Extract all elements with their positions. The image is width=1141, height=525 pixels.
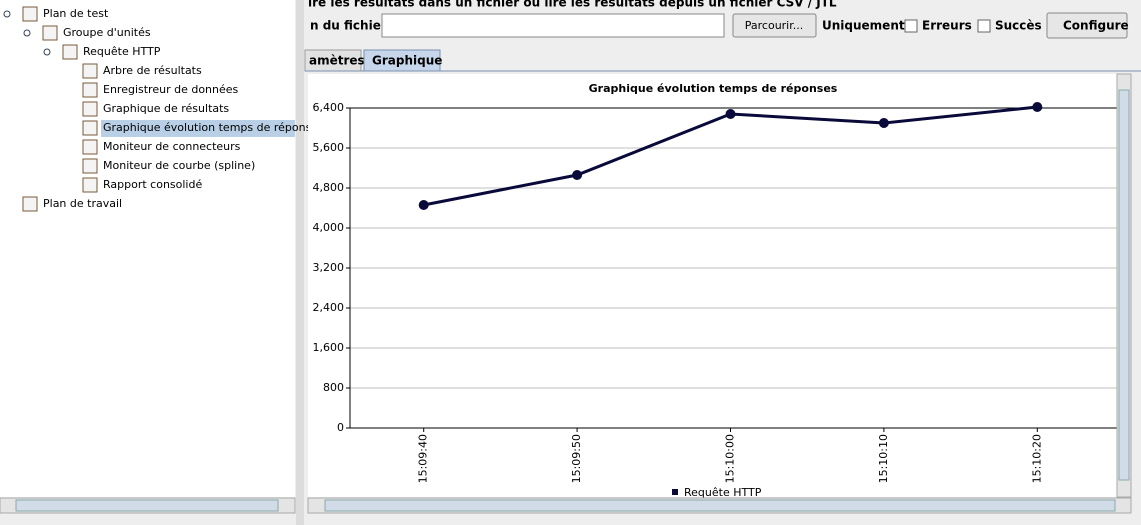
tree-label: Enregistreur de données (103, 83, 239, 96)
x-tick-label: 15:10:10 (877, 434, 890, 483)
node-icon (82, 177, 98, 193)
expander (3, 10, 11, 18)
y-tick-label: 4,800 (313, 181, 345, 194)
success-checkbox[interactable] (977, 19, 991, 33)
expander (23, 29, 31, 37)
caption: ire les résultats dans un fichier ou lir… (308, 0, 837, 10)
y-tick-label: 6,400 (313, 101, 345, 114)
x-tick-label: 15:10:20 (1030, 434, 1043, 483)
selection (101, 120, 295, 137)
scroll-thumb[interactable] (1118, 89, 1130, 481)
tree-label: Groupe d'unités (63, 26, 151, 39)
y-tick-label: 5,600 (313, 141, 345, 154)
y-tick-label: 3,200 (313, 261, 345, 274)
tree-label: Graphique évolution temps de réponses (103, 121, 324, 134)
tree-label: Rapport consolidé (103, 178, 202, 191)
node-icon (62, 44, 78, 60)
tree: Plan de test Groupe d'unités Requête HTTP A… (3, 6, 324, 212)
data-point (725, 109, 736, 119)
x-tick-label: 15:09:40 (417, 434, 430, 483)
y-tick-label: 2,400 (313, 301, 345, 314)
errors-label: Erreurs (922, 19, 972, 33)
only-label: Uniquement : (822, 19, 914, 33)
file-label: n du fichier : (310, 19, 396, 33)
y-tick-label: 800 (323, 381, 344, 394)
tab-label: Graphique (372, 54, 442, 68)
browse-button[interactable] (732, 13, 817, 38)
node-icon (82, 139, 98, 155)
y-tick-label: 0 (337, 421, 344, 434)
chart-title: Graphique évolution temps de réponses (589, 82, 838, 95)
tree-label: Moniteur de connecteurs (103, 140, 241, 153)
node-icon (82, 158, 98, 174)
y-tick-label: 4,000 (313, 221, 345, 234)
node-icon (82, 101, 98, 117)
configure-button[interactable] (1046, 12, 1128, 39)
data-point (418, 200, 429, 210)
node-icon (82, 120, 98, 136)
tree-label: Arbre de résultats (103, 64, 202, 77)
tree-panel (0, 0, 295, 497)
expander (43, 48, 51, 56)
browse-label: Parcourir... (745, 19, 804, 32)
success-label: Succès (995, 19, 1042, 33)
node-icon (82, 82, 98, 98)
tree-label: Requête HTTP (83, 45, 161, 58)
data-point (572, 170, 583, 180)
scroll-thumb[interactable] (324, 499, 1116, 512)
node-icon (82, 63, 98, 79)
chart-panel (308, 74, 1117, 497)
data-point (878, 118, 889, 128)
tab-label: amètres (309, 54, 365, 68)
configure-label: Configure (1063, 19, 1129, 33)
x-tick-label: 15:10:00 (724, 434, 737, 483)
splitter[interactable] (296, 0, 304, 525)
file-input[interactable] (381, 13, 725, 38)
node-icon (22, 196, 38, 212)
tree-label: Plan de test (43, 7, 109, 20)
tree-label: Plan de travail (43, 197, 122, 210)
errors-checkbox[interactable] (904, 19, 918, 33)
y-tick-label: 1,600 (313, 341, 345, 354)
tree-label: Moniteur de courbe (spline) (103, 159, 255, 172)
scroll-thumb[interactable] (15, 499, 279, 512)
data-point (1032, 102, 1043, 112)
node-icon (42, 25, 58, 41)
node-icon (22, 6, 38, 22)
legend-swatch (672, 489, 678, 495)
legend-label: Requête HTTP (684, 486, 762, 499)
x-tick-label: 15:09:50 (570, 434, 583, 483)
tree-label: Graphique de résultats (103, 102, 229, 115)
